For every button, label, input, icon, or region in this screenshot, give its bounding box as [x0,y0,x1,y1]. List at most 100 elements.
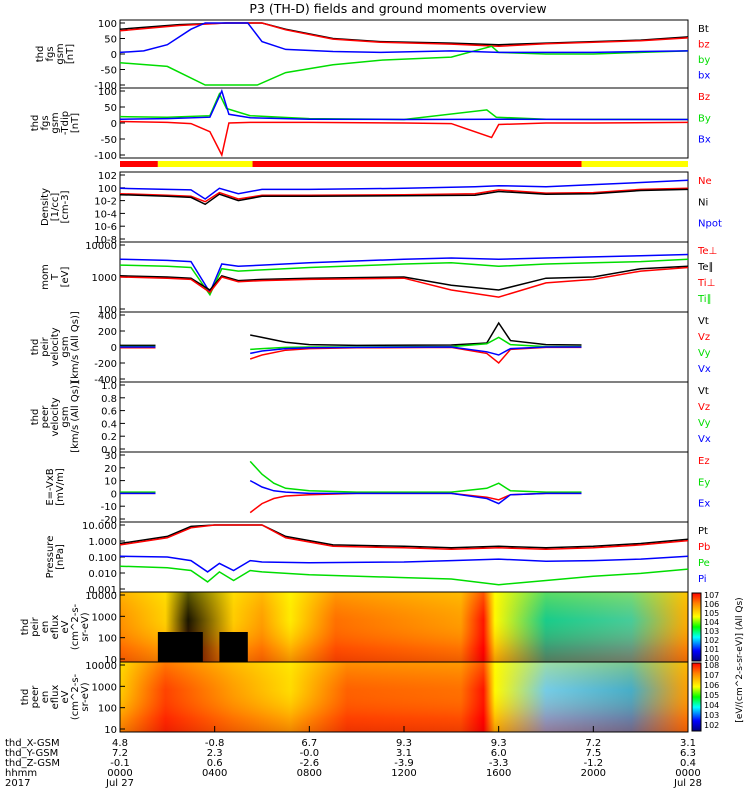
legend-entry: Pt [698,526,708,537]
y-tick-label: 1.0 [101,381,117,392]
panel-fgs: 100 50 0 -50 -100 thdfgsgsm[nT] Bt bz by bx [35,19,710,92]
colorbar-tick: 106 [704,681,719,690]
orbit-row-name: 2017 [5,778,30,789]
orbit-row-value: Jul 28 [673,778,702,789]
colorbar-tick: 107 [704,671,719,680]
orbit-row-value: -0.1 [110,758,130,769]
colorbar-tick: 101 [704,645,719,654]
series-Vt [120,321,582,347]
colorbar-tick: 104 [704,701,719,710]
y-tick-label: -50 [101,66,117,77]
mode-bar [120,161,688,167]
y-tick-label: 50 [104,103,117,114]
series-Ti∥ [119,258,689,297]
y-tick-label: 10 [104,655,117,666]
panel-frame [119,381,689,453]
panel-ylabel: thdpeirenefluxeV(cm^2-s-sr-eV) [20,603,91,650]
y-tick-label: 100 [98,634,117,645]
orbit-row-value: 4.8 [112,738,128,749]
y-tick-label: 1000 [92,612,117,623]
legend-entry: Pb [698,542,710,553]
panel-frame [119,451,689,523]
legend-entry: Vx [698,434,711,445]
series-bx [119,22,689,54]
legend-entry: Vt [698,316,709,327]
y-tick-label: 100 [98,704,117,715]
series-Ni [119,188,689,206]
legend-entry: Vy [698,418,711,429]
orbit-row-name: thd_X-GSM [5,738,60,749]
series-Te∥ [119,265,689,291]
orbit-row-value: 7.2 [112,748,128,759]
series-Ex [120,479,582,505]
colorbar-tick: 105 [704,609,719,618]
y-tick-label: 30 [104,451,117,462]
orbit-row-name: hhmm [5,768,37,779]
colorbar-tick: 102 [704,721,719,730]
legend-entry: Te∥ [697,262,714,273]
y-tick-label: 0.0 [101,445,117,456]
panel-ylabel: thdpeervelocitygsm[km/s (All Qs)] [30,381,81,453]
spectrogram-fill-gap [219,632,248,662]
series-Ey [120,460,582,493]
colorbar-tick: 102 [704,636,719,645]
legend-entry: Vz [698,402,710,413]
series-By [119,92,689,121]
legend-entry: Pi [698,574,707,585]
orbit-row-value: -3.3 [489,758,509,769]
y-tick-label: 10-6 [94,222,117,233]
legend-entry: Ez [698,456,710,467]
panel-frame [119,521,689,593]
panel-ion_spectrogram: 10000 1000 100 10 thdpeirenefluxeV(cm^2-s-sr… [20,591,689,666]
legend-entry: Vy [698,348,711,359]
legend-entry: Ti∥ [697,294,712,305]
orbit-row-value: 0000 [675,768,700,779]
panel-efield: 30 20 100 -10 -20 E=-VxB[mV/m] Ez Ey Ex [45,451,710,526]
orbit-row-value: -2.6 [300,758,320,769]
y-tick-label: -100 [94,151,117,162]
panel-velocity_electron: 1.0 0.8 0.60.4 0.2 0.0 thdpeervelocitygsm[km/… [30,381,711,456]
series-Bx [119,88,688,121]
orbit-row-value: 3.1 [680,738,696,749]
panel-frame [119,171,689,243]
legend-entry: Vz [698,332,710,343]
panel-temperature: 10000 1000 100 momT[eV] Te⊥ Te∥ Ti⊥ Ti∥ [40,241,717,316]
orbit-row-value: 0000 [107,768,132,779]
colorbar: 1071061051041031021011001081071061051041… [691,591,745,732]
orbit-row-name: thd_Y-GSM [5,748,58,759]
y-tick-label: 0.4 [101,419,117,430]
panel-density: 102 100 10-210-4 10-6 10-8 Density[1/cc][cm-3… [40,171,722,246]
legend-entry: Ne [698,176,712,187]
legend-entry: Te⊥ [697,246,717,257]
colorbar-label: [eV/(cm^2-s-sr-eV)] (All Qs) [735,597,745,722]
y-tick-label: 10-2 [94,197,117,208]
orbit-row-value: 6.0 [491,748,507,759]
series-Vx [120,346,582,356]
y-tick-label: 100 [98,87,117,98]
orbit-row-value: 3.1 [396,748,412,759]
y-tick-label: -200 [94,359,117,370]
y-tick-label: 0.2 [101,432,117,443]
series-Pe [119,565,689,586]
legend-entry: Ex [698,499,710,510]
series-Ti⊥ [119,253,689,295]
y-tick-label: 100 [98,19,117,30]
orbit-row-value: -0.0 [300,748,320,759]
y-tick-label: 10.000 [82,521,117,532]
orbit-row-value: 2000 [581,768,606,779]
y-tick-label: 1.000 [88,537,117,548]
legend-entry: Ni [698,197,708,208]
legend-entry: Ey [698,477,710,488]
orbit-row-value: 6.3 [680,748,696,759]
legend-entry: Bx [698,135,711,146]
y-tick-label: 0 [111,119,117,130]
panels-group: 100500-50-100thdfgsgsm[nT]Btbzbybx100500… [20,19,745,736]
y-tick-label: -20 [101,515,117,526]
orbit-row-value: -0.8 [205,738,225,749]
legend-entry: Bt [698,24,709,35]
y-tick-label: -10 [101,502,117,513]
y-tick-label: 400 [98,311,117,322]
orbit-labels-group: thd_X-GSM 4.8 -0.8 6.7 9.3 9.3 7.2 3.1 thd_Y-GSM… [5,726,702,789]
orbit-row-value: -1.2 [584,758,604,769]
y-tick-label: 0.010 [88,569,117,580]
